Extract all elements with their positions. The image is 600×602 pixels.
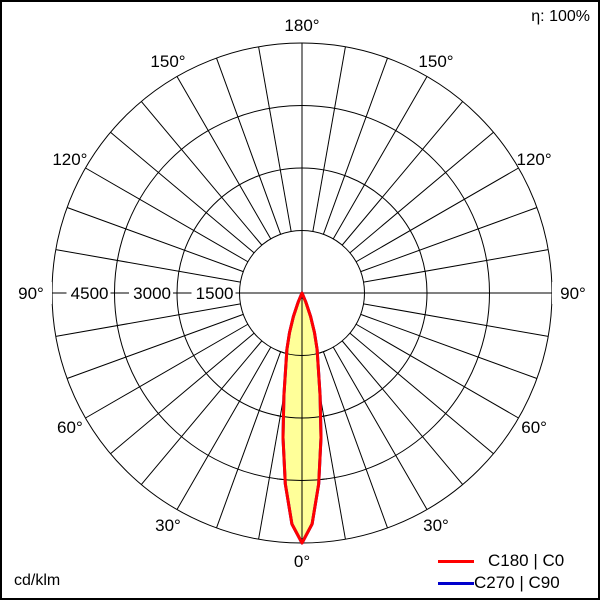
grid-spoke [312, 46, 346, 232]
grid-spoke [332, 76, 428, 240]
unit-label: cd/klm [14, 572, 61, 589]
grid-spoke [363, 303, 549, 337]
grid-spoke [322, 351, 388, 529]
grid-spoke [85, 167, 249, 263]
grid-ring-segment [276, 414, 328, 419]
grid-spoke [363, 249, 549, 283]
grid-spoke [349, 332, 494, 455]
grid-spoke [55, 249, 241, 283]
grid-spoke [360, 313, 538, 379]
angle-label-bg [12, 282, 52, 304]
radial-tick-label: 4500 [71, 284, 109, 303]
efficiency-label: η: 100% [531, 8, 590, 25]
grid-spoke [110, 131, 255, 254]
legend-label: C180 | C0 [488, 551, 565, 570]
grid-spoke [66, 207, 244, 273]
grid-spoke [140, 101, 263, 246]
series-curve-c180-c0 [281, 291, 323, 545]
legend-swatch-blue [438, 581, 474, 585]
angle-label: 30° [155, 516, 181, 535]
grid-spoke [216, 57, 282, 235]
grid-spoke [355, 323, 519, 419]
radial-tick-label: 3000 [133, 284, 171, 303]
angle-label-bg [552, 282, 592, 304]
grid-spoke [55, 303, 241, 337]
angle-label: 120° [517, 150, 552, 169]
grid-spoke [341, 340, 464, 485]
legend-label: C270 | C90 [474, 573, 560, 592]
grid-spoke [360, 207, 538, 273]
radial-tick-label: 1500 [196, 284, 234, 303]
grid-spoke [332, 346, 428, 510]
angle-label: 120° [52, 150, 87, 169]
angle-label: 60° [57, 418, 83, 437]
angle-label: 150° [418, 52, 453, 71]
angle-label: 90° [18, 284, 44, 303]
grid-spoke [322, 57, 388, 235]
grid-spoke [176, 346, 272, 510]
angle-label: 150° [150, 52, 185, 71]
angle-label: 180° [284, 16, 319, 35]
tick-label-bg [191, 283, 236, 303]
grid-ring-segment [276, 349, 328, 356]
angle-label: 90° [560, 284, 586, 303]
grid-spoke [258, 46, 292, 232]
legend-swatch-red [438, 559, 474, 563]
grid-spoke [349, 131, 494, 254]
grid-spoke [355, 167, 519, 263]
angle-label: 60° [521, 418, 547, 437]
grid-spoke [85, 323, 249, 419]
tick-label-bg [129, 283, 173, 303]
angle-label: 30° [423, 516, 449, 535]
grid-spoke [140, 340, 263, 485]
tick-label-bg [66, 283, 111, 303]
angle-label: 0° [294, 552, 310, 571]
grid-spoke [216, 351, 282, 529]
grid-spoke [110, 332, 255, 455]
legend: C180 | C0 C270 | C90 [430, 550, 590, 594]
grid-spoke [176, 76, 272, 240]
grid-spoke [66, 313, 244, 379]
grid-ring-segment [276, 478, 328, 481]
legend-item: C270 | C90 [430, 572, 590, 594]
legend-item: C180 | C0 [430, 550, 590, 572]
grid-spoke [341, 101, 464, 246]
